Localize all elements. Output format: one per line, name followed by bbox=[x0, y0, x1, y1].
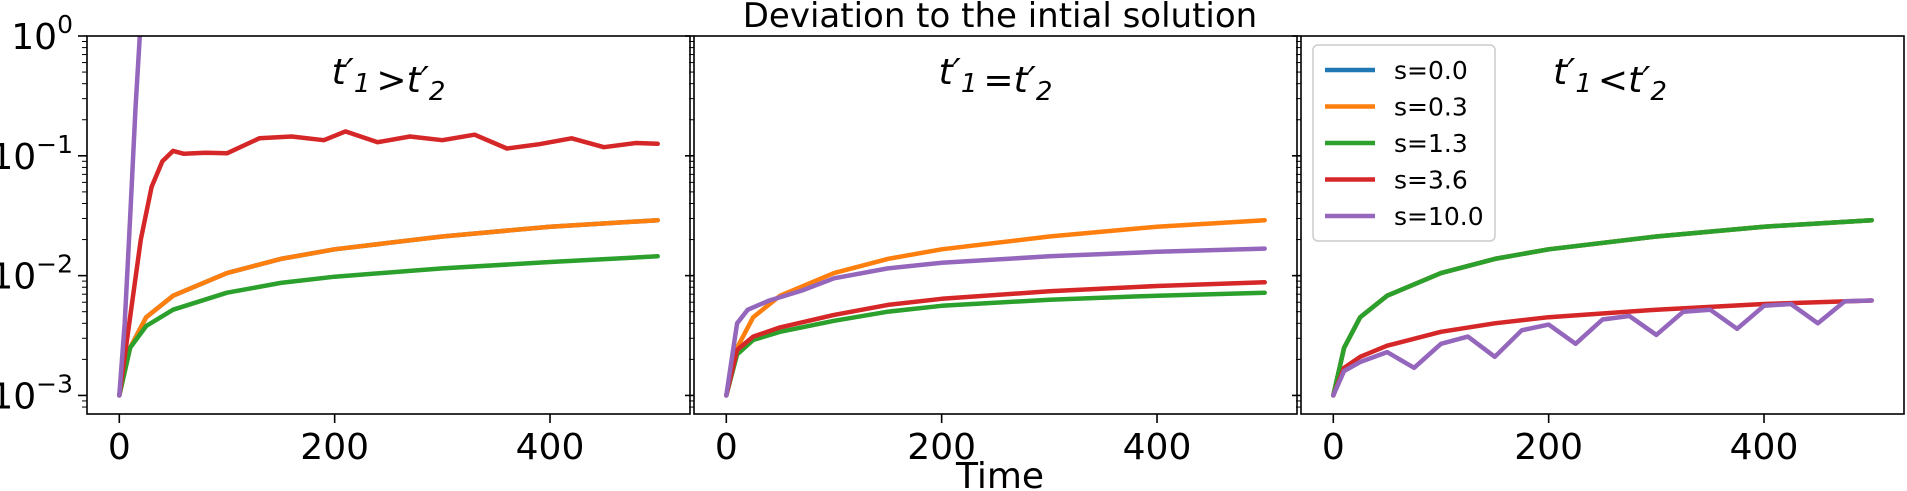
y-tick-label: 100 bbox=[11, 10, 73, 58]
series-line-s-1.3 bbox=[724, 290, 1267, 398]
x-tick-label: 200 bbox=[300, 427, 369, 468]
series-line-s-3.6 bbox=[724, 280, 1267, 398]
panel-title: t′1 >t′2 bbox=[332, 52, 446, 107]
x-tick-label: 0 bbox=[715, 427, 738, 468]
x-axis-label: Time bbox=[955, 456, 1044, 491]
y-tick-label: 10−1 bbox=[0, 130, 73, 178]
series-line-s-10.0 bbox=[724, 246, 1267, 398]
series-line-s-0.0 bbox=[117, 217, 660, 398]
panel-2: 0 200 400 t′1 =t′2 bbox=[685, 35, 1298, 468]
panel-title: t′1 <t′2 bbox=[1553, 52, 1667, 107]
series-line-s-0.3 bbox=[117, 217, 660, 398]
legend-label: s=3.6 bbox=[1394, 166, 1468, 195]
series-line-s-3.6 bbox=[1331, 298, 1874, 398]
axes-frame bbox=[693, 35, 1298, 415]
panel-title: t′1 =t′2 bbox=[939, 52, 1053, 107]
legend-label: s=10.0 bbox=[1394, 202, 1484, 231]
legend-box bbox=[1312, 44, 1496, 242]
legend: s=0.0 s=0.3 s=1.3 s=3.6 s=10.0 bbox=[1312, 44, 1496, 242]
x-tick-label: 200 bbox=[1514, 427, 1583, 468]
x-tick-label: 400 bbox=[1123, 427, 1192, 468]
x-tick-label: 400 bbox=[516, 427, 585, 468]
axes-frame bbox=[86, 35, 691, 415]
axes-frame bbox=[1300, 35, 1905, 415]
y-tick-label: 10−3 bbox=[0, 369, 73, 417]
x-tick-label: 0 bbox=[1322, 427, 1345, 468]
series-line-s-10.0 bbox=[117, 36, 143, 398]
x-tick-label: 400 bbox=[1730, 427, 1799, 468]
legend-label: s=0.3 bbox=[1394, 93, 1468, 122]
series-line-s-3.6 bbox=[117, 129, 660, 398]
x-tick-label: 200 bbox=[907, 427, 976, 468]
x-tick-label: 0 bbox=[108, 427, 131, 468]
series-line-s-0.3 bbox=[724, 217, 1267, 398]
series-line-s-1.3 bbox=[1331, 217, 1874, 398]
legend-label: s=1.3 bbox=[1394, 129, 1468, 158]
y-tick-label: 10−2 bbox=[0, 250, 73, 298]
series-line-s-1.3 bbox=[117, 254, 660, 398]
panel-1: 10−3 10−2 10−1 100 0 200 400 t′1 >t′2 bbox=[0, 10, 691, 468]
legend-label: s=0.0 bbox=[1394, 56, 1468, 85]
series-line-s-10.0 bbox=[1331, 298, 1874, 398]
suptitle: Deviation to the intial solution bbox=[743, 0, 1257, 36]
panel-3: 0 200 400 t′1 <t′2 bbox=[1292, 35, 1905, 468]
